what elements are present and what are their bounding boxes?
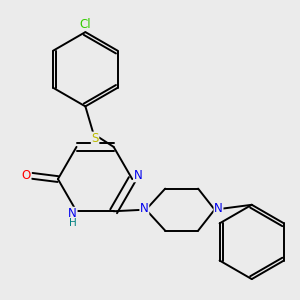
- Text: O: O: [22, 169, 31, 182]
- Text: N: N: [68, 207, 77, 220]
- Text: N: N: [140, 202, 149, 215]
- Text: S: S: [92, 132, 99, 145]
- Text: N: N: [214, 202, 223, 215]
- Text: H: H: [69, 218, 76, 228]
- Text: Cl: Cl: [80, 17, 91, 31]
- Text: N: N: [134, 169, 142, 182]
